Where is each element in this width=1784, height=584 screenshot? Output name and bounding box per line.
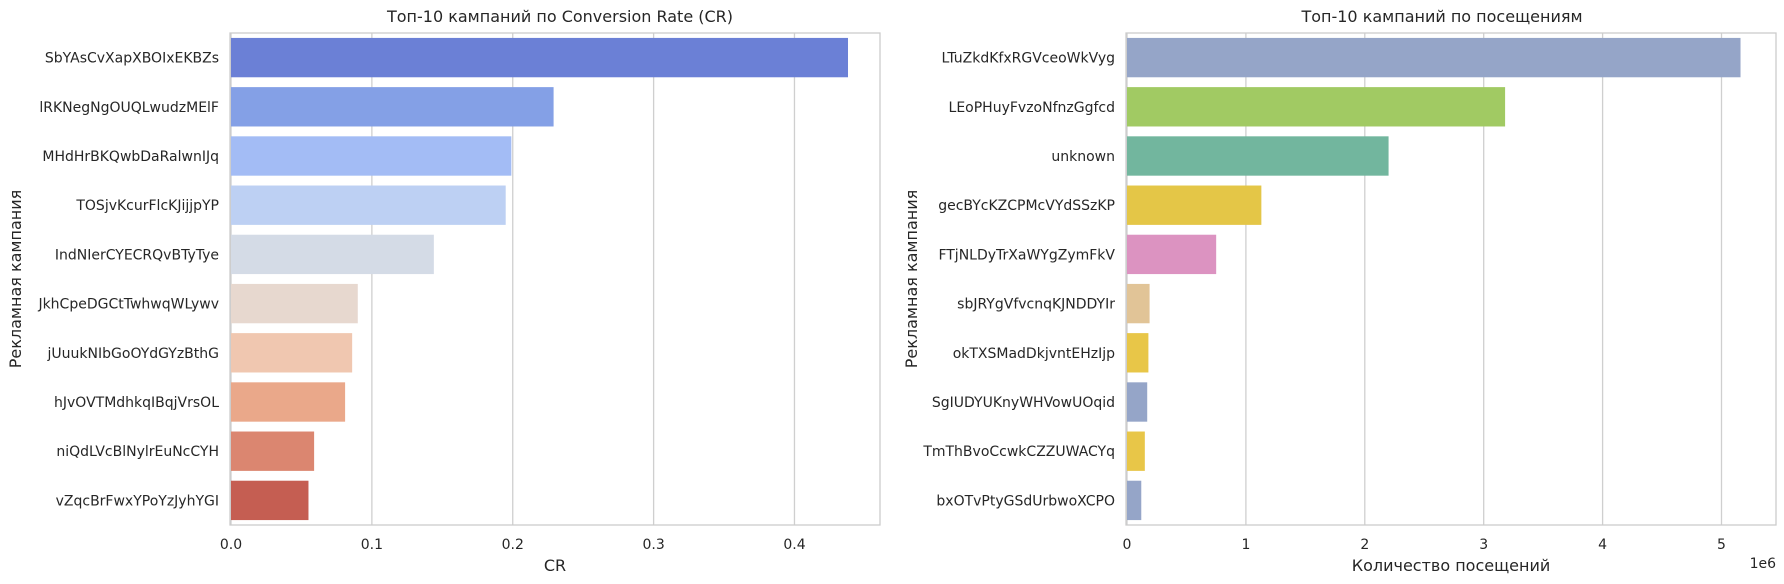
chart-cr-bar bbox=[231, 283, 358, 324]
chart-cr-xtick-label: 0.1 bbox=[361, 537, 383, 553]
chart-cr-ytick-label: JkhCpeDGCtTwhwqWLywv bbox=[37, 297, 219, 313]
chart-cr-xtick-label: 0.4 bbox=[783, 537, 805, 553]
chart-visits-bar bbox=[1127, 431, 1145, 471]
chart-cr-bar bbox=[231, 185, 506, 225]
chart-visits-xlabel: Количество посещений bbox=[1352, 556, 1551, 575]
chart-visits-bar bbox=[1127, 283, 1150, 324]
chart-cr-bar bbox=[231, 431, 315, 471]
chart-visits-ytick-label: TmThBvoCcwkCZZUWACYq bbox=[922, 444, 1115, 460]
chart-visits-bar bbox=[1127, 37, 1741, 78]
chart-visits-xtick-label: 5 bbox=[1717, 537, 1726, 553]
chart-cr-bar bbox=[231, 382, 346, 422]
chart-visits-bars bbox=[1127, 37, 1741, 521]
chart-cr-frame bbox=[229, 32, 881, 526]
chart-cr-bar bbox=[231, 234, 434, 275]
chart-visits-ytick-label: FTjNLDyTrXaWYgZymFkV bbox=[938, 247, 1115, 263]
chart-visits-scale-label: 1e6 bbox=[1750, 556, 1777, 572]
chart-cr-bar bbox=[231, 87, 554, 127]
chart-visits-xtick-label: 2 bbox=[1360, 537, 1369, 553]
chart-visits-bar bbox=[1127, 234, 1217, 275]
chart-visits-bar bbox=[1127, 185, 1262, 225]
chart-cr-bars bbox=[231, 37, 849, 521]
chart-cr-ytick-label: MHdHrBKQwbDaRalwnIJq bbox=[42, 149, 219, 165]
chart-cr-ytick-label: IndNIerCYECRQvBTyTye bbox=[55, 247, 219, 263]
chart-cr-title: Топ-10 кампаний по Conversion Rate (CR) bbox=[386, 7, 733, 26]
chart-cr-bar bbox=[231, 480, 309, 521]
chart-cr-ytick-label: jUuukNIbGoOYdGYzBthG bbox=[47, 346, 219, 362]
chart-cr-xlabel: CR bbox=[544, 556, 566, 575]
chart-visits-ylabel: Рекламная кампания bbox=[902, 190, 921, 369]
chart-visits-bar bbox=[1127, 87, 1506, 127]
chart-visits-frame bbox=[1125, 32, 1777, 526]
chart-visits-bar bbox=[1127, 480, 1142, 521]
chart-cr-bar bbox=[231, 136, 512, 176]
chart-cr-xtick-label: 0.3 bbox=[642, 537, 664, 553]
chart-cr-ytick-label: lRKNegNgOUQLwudzMElF bbox=[39, 100, 219, 116]
chart-visits-xtick-label: 0 bbox=[1123, 537, 1132, 553]
chart-cr-ylabel: Рекламная кампания bbox=[6, 190, 25, 369]
chart-visits-ytick-label: okTXSMadDkjvntEHzIjp bbox=[953, 346, 1115, 362]
chart-visits-xtick-label: 4 bbox=[1598, 537, 1607, 553]
chart-cr-xticks: 0.0 0.1 0.2 0.3 0.4 bbox=[220, 537, 806, 553]
chart-cr-bar bbox=[231, 333, 353, 373]
chart-cr-ytick-label: vZqcBrFwxYPoYzJyhYGI bbox=[56, 493, 219, 509]
chart-visits-ytick-label: LEoPHuyFvzoNfnzGgfcd bbox=[949, 100, 1115, 116]
chart-visits: Топ-10 кампаний по посещениям LTuZkdKfxR… bbox=[902, 7, 1777, 575]
chart-cr-ytick-label: niQdLVcBlNylrEuNcCYH bbox=[56, 444, 219, 460]
chart-visits-ytick-label: LTuZkdKfxRGVceoWkVyg bbox=[941, 51, 1115, 67]
chart-cr-xtick-label: 0.0 bbox=[220, 537, 242, 553]
chart-visits-xtick-label: 3 bbox=[1479, 537, 1488, 553]
chart-visits-ytick-label: unknown bbox=[1051, 149, 1115, 165]
chart-cr-ytick-label: SbYAsCvXapXBOIxEKBZs bbox=[45, 51, 219, 67]
chart-cr-bar bbox=[231, 37, 849, 78]
chart-visits-bar bbox=[1127, 136, 1389, 176]
chart-visits-yticks: LTuZkdKfxRGVceoWkVyg LEoPHuyFvzoNfnzGgfcd… bbox=[922, 51, 1115, 510]
chart-cr-ytick-label: TOSjvKcurFlcKJijjpYP bbox=[75, 198, 219, 214]
chart-cr-xtick-label: 0.2 bbox=[502, 537, 524, 553]
chart-visits-ytick-label: bxOTvPtyGSdUrbwoXCPO bbox=[936, 493, 1115, 509]
chart-cr-ytick-label: hJvOVTMdhkqIBqjVrsOL bbox=[54, 395, 219, 411]
chart-visits-ytick-label: gecBYcKZCPMcVYdSSzKP bbox=[938, 198, 1115, 214]
chart-visits-ytick-label: SgIUDYUKnyWHVowUOqid bbox=[932, 395, 1115, 411]
chart-visits-title: Топ-10 кампаний по посещениям bbox=[1300, 7, 1582, 26]
chart-visits-ytick-label: sbJRYgVfvcnqKJNDDYIr bbox=[957, 297, 1115, 313]
chart-visits-bar bbox=[1127, 333, 1149, 373]
chart-visits-xtick-label: 1 bbox=[1241, 537, 1250, 553]
chart-visits-bar bbox=[1127, 382, 1148, 422]
chart-cr-yticks: SbYAsCvXapXBOIxEKBZs lRKNegNgOUQLwudzMElF… bbox=[37, 51, 219, 510]
chart-cr: Топ-10 кампаний по Conversion Rate (CR) … bbox=[6, 7, 881, 575]
chart-visits-xticks: 0 1 2 3 4 5 bbox=[1123, 537, 1726, 553]
